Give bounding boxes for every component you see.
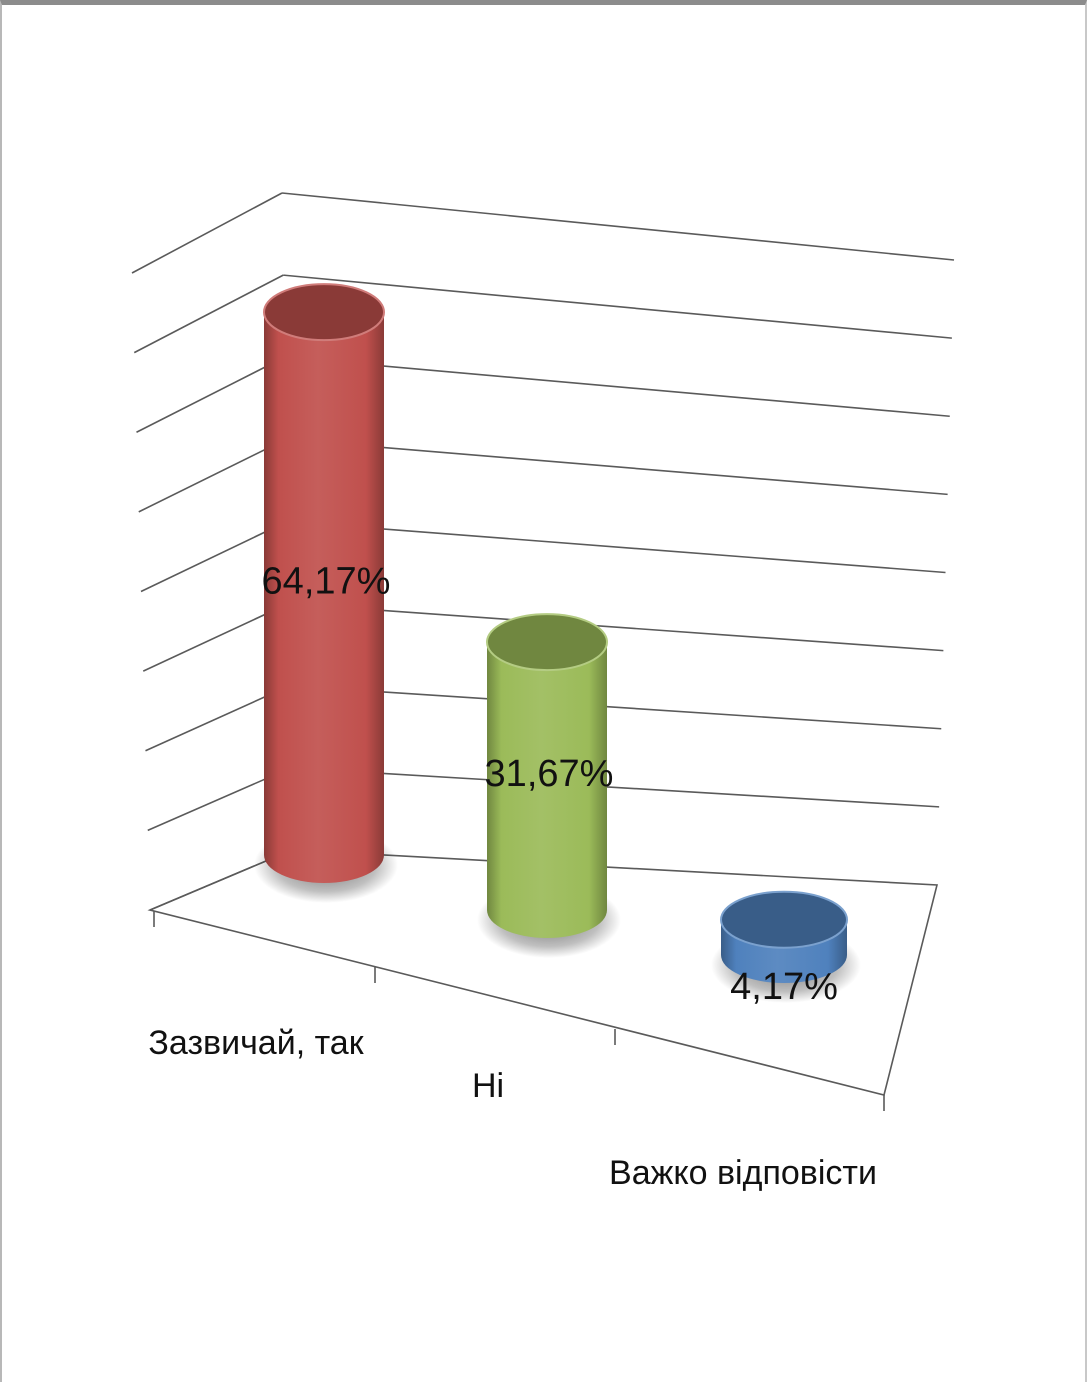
gridline-side	[136, 356, 285, 433]
bar-chart-3d: 64,17% 31,67% 4,17% Зазвичай, так Ні Важко ві…	[131, 192, 955, 1192]
category-label: Зазвичай, так	[148, 1024, 364, 1062]
bar-top	[486, 613, 608, 672]
bar-3	[711, 890, 861, 1003]
bar-1	[254, 283, 398, 903]
gridline-back	[290, 767, 940, 808]
gridline-back	[285, 438, 948, 496]
gridline-side	[140, 520, 288, 593]
bar-body	[487, 642, 607, 938]
category-label: Ні	[472, 1067, 504, 1105]
gridline-back	[289, 684, 942, 730]
bar-body	[264, 312, 384, 883]
data-label: 31,67%	[485, 753, 614, 795]
bar-2	[477, 613, 621, 958]
gridline-back	[288, 602, 944, 652]
category-label: Важко відповісти	[609, 1154, 877, 1192]
gridline-back	[284, 356, 950, 418]
gridline-back	[286, 520, 946, 574]
bar-top	[263, 283, 385, 342]
gridline-side	[138, 438, 287, 513]
data-label: 64,17%	[262, 561, 391, 603]
gridline-side	[133, 274, 284, 354]
data-label: 4,17%	[730, 966, 838, 1008]
gridline-back	[283, 274, 952, 339]
gridline-back	[281, 192, 955, 261]
gridline-side	[131, 192, 283, 274]
bar-top	[720, 890, 848, 949]
